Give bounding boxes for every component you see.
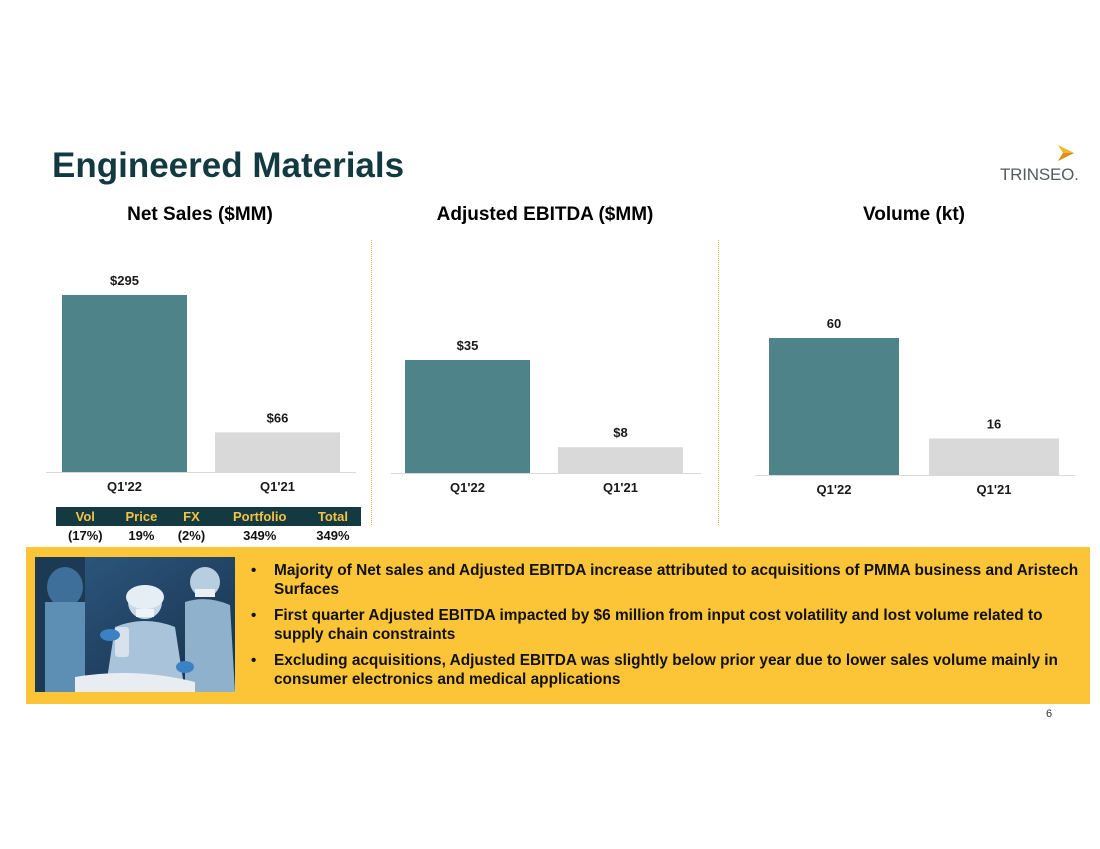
- bar-q122: [62, 295, 187, 472]
- volume-chart: 60 Q1'22 16 Q1'21: [755, 316, 1075, 497]
- category-label: Q1'21: [260, 479, 295, 494]
- net-sales-chart-title: Net Sales ($MM): [127, 204, 273, 225]
- adjusted-ebitda-chart-title: Adjusted EBITDA ($MM): [436, 204, 654, 225]
- logo-text: TRINSEO.: [1000, 165, 1079, 184]
- bridge-value-fx: (2%): [177, 527, 206, 543]
- bullet-item: Majority of Net sales and Adjusted EBITD…: [248, 561, 1084, 599]
- bridge-value-total: 349%: [316, 527, 350, 543]
- data-label: $295: [110, 273, 139, 288]
- bar-q121: [558, 447, 683, 473]
- chart-divider-1: [371, 240, 372, 525]
- bridge-header-vol: Vol: [56, 507, 115, 526]
- category-label: Q1'21: [977, 482, 1012, 497]
- trinseo-logo: TRINSEO.: [1000, 143, 1080, 185]
- bridge-value-portfolio: 349%: [243, 527, 277, 543]
- page-number: 6: [1046, 708, 1053, 720]
- data-label: $8: [613, 425, 627, 440]
- bullet-item: Excluding acquisitions, Adjusted EBITDA …: [248, 651, 1084, 689]
- data-label: $66: [267, 410, 289, 425]
- medical-team-illustration: [35, 557, 235, 692]
- bridge-header-price: Price: [114, 507, 169, 526]
- commentary-bullets: Majority of Net sales and Adjusted EBITD…: [248, 561, 1084, 696]
- commentary-callout: Majority of Net sales and Adjusted EBITD…: [26, 547, 1090, 704]
- bridge-header-row: Vol Price FX Portfolio Total: [56, 507, 361, 526]
- bullet-item: First quarter Adjusted EBITDA impacted b…: [248, 606, 1084, 644]
- data-label: 16: [987, 416, 1001, 431]
- page-title: Engineered Materials: [52, 146, 405, 185]
- bridge-value-row: (17%) 19% (2%) 349% 349%: [56, 526, 361, 544]
- chart-divider-2: [718, 240, 719, 525]
- category-label: Q1'21: [603, 480, 638, 495]
- data-label: $35: [457, 338, 479, 353]
- bar-q121: [929, 438, 1059, 475]
- logo-arrow-icon: [1058, 145, 1074, 161]
- bar-q121: [215, 432, 340, 472]
- data-label: 60: [827, 316, 841, 331]
- volume-chart-title: Volume (kt): [862, 204, 966, 225]
- bar-q122: [769, 338, 899, 475]
- bridge-value-price: 19%: [128, 527, 155, 543]
- net-sales-bridge-table: Vol Price FX Portfolio Total (17%) 19% (…: [56, 507, 361, 544]
- adjusted-ebitda-chart: $35 Q1'22 $8 Q1'21: [391, 338, 701, 495]
- bridge-header-portfolio: Portfolio: [214, 507, 305, 526]
- bridge-header-fx: FX: [168, 507, 215, 526]
- bar-q122: [405, 360, 530, 473]
- category-label: Q1'22: [817, 482, 852, 497]
- category-label: Q1'22: [107, 479, 142, 494]
- bridge-header-total: Total: [304, 507, 361, 526]
- net-sales-chart: $295 Q1'22 $66 Q1'21: [46, 273, 356, 494]
- bridge-value-vol: (17%): [67, 527, 103, 543]
- medical-team-photo: [35, 557, 235, 692]
- category-label: Q1'22: [450, 480, 485, 495]
